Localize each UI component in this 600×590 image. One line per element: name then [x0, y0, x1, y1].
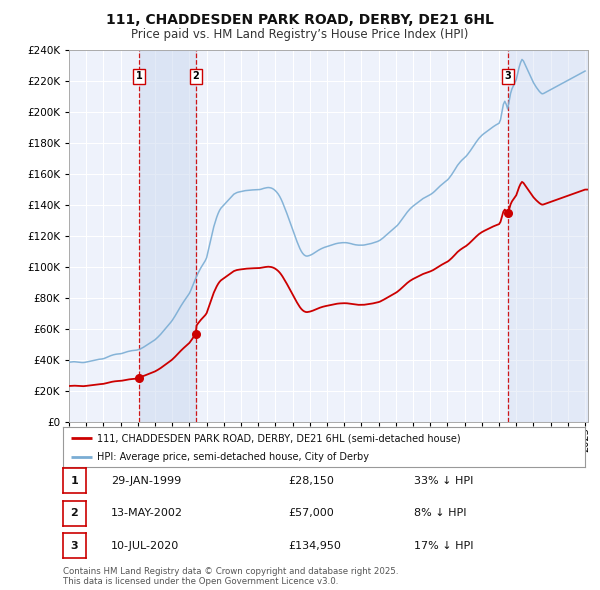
Text: 13-MAY-2002: 13-MAY-2002 — [111, 509, 183, 518]
Text: 8% ↓ HPI: 8% ↓ HPI — [414, 509, 467, 518]
Text: 111, CHADDESDEN PARK ROAD, DERBY, DE21 6HL (semi-detached house): 111, CHADDESDEN PARK ROAD, DERBY, DE21 6… — [97, 434, 461, 444]
Text: 33% ↓ HPI: 33% ↓ HPI — [414, 476, 473, 486]
Text: £134,950: £134,950 — [288, 541, 341, 550]
Text: 1: 1 — [71, 476, 78, 486]
Text: Contains HM Land Registry data © Crown copyright and database right 2025.
This d: Contains HM Land Registry data © Crown c… — [63, 567, 398, 586]
Text: 10-JUL-2020: 10-JUL-2020 — [111, 541, 179, 550]
Text: £57,000: £57,000 — [288, 509, 334, 518]
Text: 2: 2 — [71, 509, 78, 518]
Bar — [139, 50, 196, 422]
Bar — [508, 50, 588, 422]
Text: 17% ↓ HPI: 17% ↓ HPI — [414, 541, 473, 550]
Text: 29-JAN-1999: 29-JAN-1999 — [111, 476, 181, 486]
Text: Price paid vs. HM Land Registry’s House Price Index (HPI): Price paid vs. HM Land Registry’s House … — [131, 28, 469, 41]
Text: 1: 1 — [136, 71, 143, 81]
Text: 3: 3 — [505, 71, 512, 81]
Text: 2: 2 — [193, 71, 199, 81]
Text: HPI: Average price, semi-detached house, City of Derby: HPI: Average price, semi-detached house,… — [97, 453, 369, 462]
Text: £28,150: £28,150 — [288, 476, 334, 486]
Text: 3: 3 — [71, 541, 78, 550]
Text: 111, CHADDESDEN PARK ROAD, DERBY, DE21 6HL: 111, CHADDESDEN PARK ROAD, DERBY, DE21 6… — [106, 13, 494, 27]
